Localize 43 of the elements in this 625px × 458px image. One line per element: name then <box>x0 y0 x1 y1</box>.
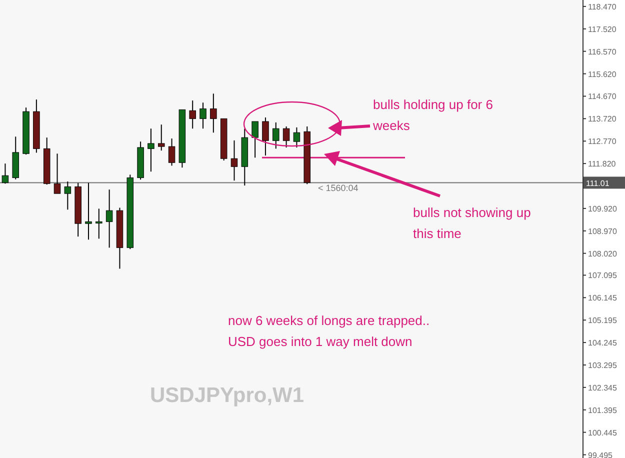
candlestick <box>148 128 154 172</box>
candlestick <box>96 208 102 240</box>
y-tick-label: 102.345 <box>588 383 618 392</box>
y-tick-label: 99.495 <box>588 450 614 458</box>
candlestick <box>252 120 258 158</box>
candlestick <box>262 116 269 156</box>
candlestick <box>282 126 290 148</box>
y-tick-label: 115.620 <box>588 70 617 79</box>
y-tick-label: 112.770 <box>588 137 617 146</box>
y-tick-label: 111.820 <box>588 160 616 169</box>
annotation: bulls not showing up this time <box>413 205 531 241</box>
y-tick-label: 114.670 <box>588 92 617 102</box>
candlestick <box>54 153 61 194</box>
y-tick-label: 105.195 <box>588 316 618 326</box>
y-tick-label: 108.970 <box>588 226 618 236</box>
y-tick-label: 108.020 <box>588 249 618 258</box>
annotation: < 1560:04 <box>318 183 358 193</box>
annotation: now 6 weeks of longs are trapped.. USD goes into 1 way melt down <box>228 313 430 349</box>
y-tick-label: 104.245 <box>588 338 618 348</box>
candlestick <box>210 93 217 134</box>
candlestick <box>64 181 72 210</box>
candlestick <box>272 122 280 150</box>
y-tick-label: 116.570 <box>588 47 617 56</box>
candlestick <box>106 189 113 248</box>
y-tick-label: 100.445 <box>588 428 618 438</box>
candlestick <box>293 126 300 148</box>
candlestick <box>189 100 196 130</box>
y-tick-label: 118.470 <box>588 2 617 12</box>
candlestick <box>230 140 238 182</box>
y-tick-label: 101.395 <box>588 406 618 415</box>
annotation: bulls holding up for 6 weeks <box>372 97 493 133</box>
y-tick-label: 117.520 <box>588 24 617 34</box>
y-tick-label: 107.095 <box>588 271 618 280</box>
candlestick <box>85 182 92 240</box>
y-tick-label: 109.920 <box>588 204 618 214</box>
candlestick <box>168 138 176 166</box>
y-tick-label: 106.145 <box>588 294 618 303</box>
ref-line-label: 111.01 <box>586 179 610 188</box>
candlestick <box>158 124 165 152</box>
candlestick <box>200 102 206 130</box>
y-tick-label: 113.720 <box>588 114 617 124</box>
candlestick <box>2 163 9 184</box>
y-tick-label: 103.295 <box>588 360 618 370</box>
